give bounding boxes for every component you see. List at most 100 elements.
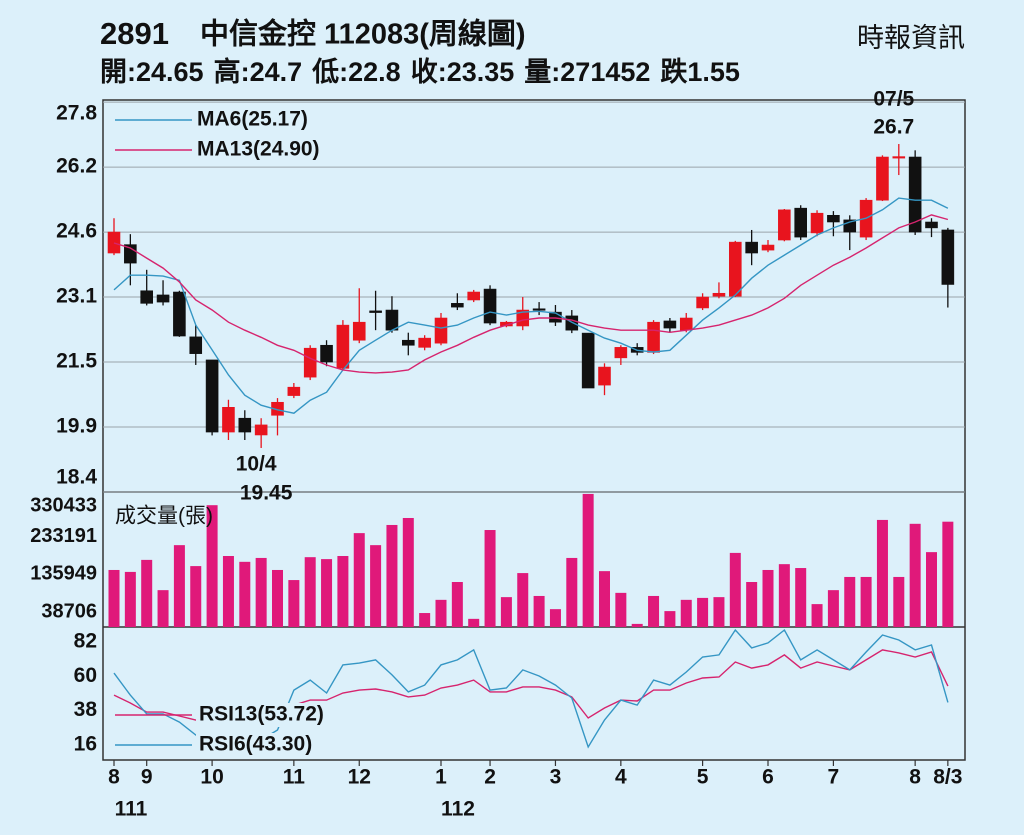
y-tick-label: 23.1 [56, 285, 97, 308]
volume-bar [697, 597, 709, 627]
candle-body [205, 359, 219, 433]
volume-bar [582, 493, 594, 627]
annotation-date: 10/4 [236, 453, 277, 476]
candle-body [728, 241, 742, 297]
source: 時報資訊 [857, 23, 965, 53]
x-tick-label: 8 [108, 766, 120, 789]
volume-bar [876, 519, 888, 627]
candle-body [696, 296, 709, 309]
series-line [113, 197, 949, 414]
volume-bar [288, 580, 300, 627]
x-year-label: 112 [441, 798, 475, 821]
candle-body [663, 320, 677, 329]
candle-body [336, 324, 350, 369]
candle-body [385, 309, 399, 331]
volume-bar [713, 597, 725, 627]
candle-body [565, 315, 579, 331]
volume-bar [321, 559, 333, 627]
x-tick-label: 4 [615, 766, 627, 789]
candle-body [532, 308, 546, 311]
volume-bar [729, 552, 741, 627]
candle-body [516, 309, 530, 327]
candle-body [908, 156, 922, 233]
y-tick-label: 38 [74, 698, 98, 721]
volume-bar [664, 611, 676, 627]
candle-body [467, 291, 481, 301]
volume-bar [222, 556, 234, 627]
volume-bar [549, 609, 561, 627]
quote-label: 量: [524, 57, 560, 87]
candle-body [418, 337, 431, 348]
chart-title: 2891 [100, 16, 169, 51]
y-tick-label: 16 [74, 733, 97, 756]
volume-bar [157, 590, 169, 627]
volume-bar [108, 569, 120, 627]
y-tick-label: 330433 [30, 494, 97, 516]
candle-body [222, 407, 235, 433]
y-tick-label: 233191 [30, 525, 97, 547]
y-tick-label: 135949 [30, 563, 97, 585]
x-tick-label: 7 [828, 766, 840, 789]
legend-label: MA6(25.17) [197, 108, 308, 131]
candle-body [647, 321, 660, 353]
quote-label: 低: [311, 57, 348, 87]
volume-bar [272, 569, 283, 627]
plot-frame [102, 99, 966, 761]
quote-value: 24.7 [250, 57, 303, 87]
candle-body [549, 311, 562, 323]
x-tick-label: 12 [348, 766, 371, 789]
volume-bar [942, 521, 954, 627]
volume-bar [435, 599, 447, 627]
volume-bar [124, 571, 136, 627]
x-tick-label: 3 [550, 766, 562, 789]
quote-value: 271452 [560, 57, 650, 87]
candle-body [254, 424, 268, 436]
candle-body [287, 386, 301, 396]
candle-body [156, 294, 170, 303]
candle-body [925, 221, 938, 229]
candle-body [140, 290, 153, 304]
x-tick-label: 5 [697, 766, 709, 789]
volume-bar [304, 557, 316, 627]
candle-body [598, 366, 611, 386]
candle-body [810, 212, 824, 234]
volume-bar [860, 576, 872, 627]
x-tick-label: 8/3 [933, 766, 962, 789]
volume-bar [680, 599, 692, 627]
candle-body [679, 317, 693, 331]
volume-bar [599, 571, 610, 627]
candle-body [745, 241, 758, 254]
legend-label: MA13(24.90) [197, 138, 320, 161]
y-tick-label: 38706 [41, 600, 97, 622]
quote-label: 高: [214, 56, 250, 87]
candle-body [483, 288, 497, 324]
volume-bar [844, 576, 856, 627]
annotation-value: 26.7 [873, 116, 914, 139]
legend-label: RSI6(43.30) [199, 733, 312, 756]
quote-value: 24.65 [136, 57, 204, 87]
volume-bar [419, 613, 431, 627]
candle-body [320, 344, 333, 363]
candle-body [761, 244, 775, 251]
volume-bar [402, 517, 414, 627]
x-tick-label: 9 [141, 766, 153, 789]
candle-body [500, 321, 513, 327]
candle-body [827, 214, 840, 223]
volume-bar [239, 561, 251, 627]
x-tick-label: 10 [200, 766, 223, 789]
y-tick-label: 82 [74, 630, 97, 653]
volume-bar [795, 568, 807, 627]
x-tick-label: 6 [762, 766, 774, 789]
quote-label: 跌 [660, 57, 687, 87]
quote-label: 開: [100, 57, 136, 87]
y-tick-label: 18.4 [56, 466, 97, 489]
panel-title: 成交量(張) [115, 505, 213, 528]
candle-body [303, 347, 317, 378]
candle-body [712, 292, 726, 297]
candle-body [238, 417, 252, 433]
volume-bar [190, 566, 202, 627]
x-tick-label: 2 [484, 766, 496, 789]
volume-bar [141, 559, 153, 627]
candle-body [614, 347, 628, 359]
